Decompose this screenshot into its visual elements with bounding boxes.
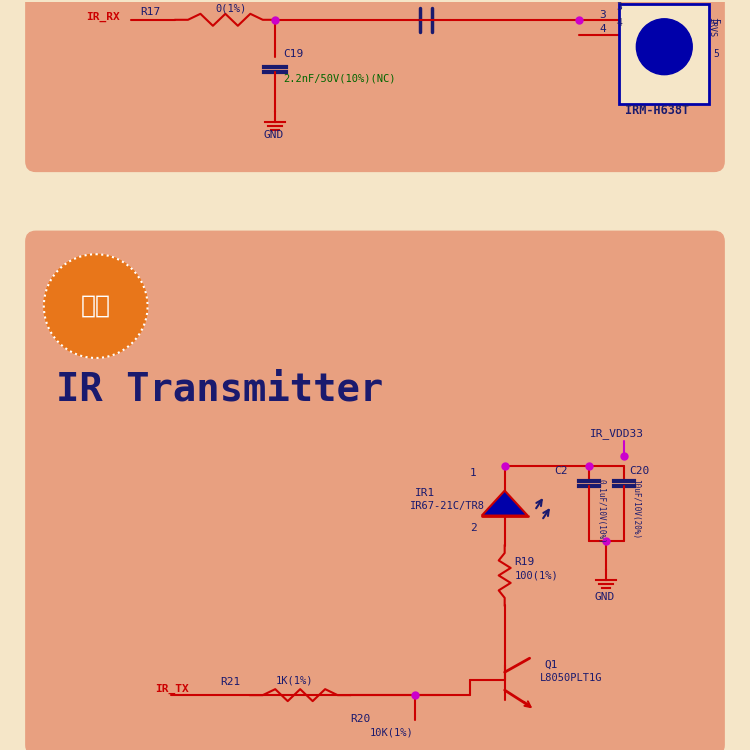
Text: IR1: IR1	[415, 488, 435, 498]
Text: IRVS: IRVS	[707, 16, 716, 37]
Text: C20: C20	[629, 466, 650, 476]
Text: IR Transmitter: IR Transmitter	[56, 370, 383, 409]
Text: 3: 3	[616, 2, 622, 12]
Text: GND: GND	[595, 592, 615, 602]
Text: L8050PLT1G: L8050PLT1G	[539, 674, 602, 683]
FancyBboxPatch shape	[26, 0, 724, 172]
Text: R21: R21	[220, 677, 241, 687]
Text: C19: C19	[284, 49, 304, 58]
Text: 2: 2	[470, 523, 476, 532]
Text: 0.1uF/10V(10%): 0.1uF/10V(10%)	[596, 478, 605, 544]
Text: IR_TX: IR_TX	[155, 684, 189, 694]
Text: 10K(1%): 10K(1%)	[370, 727, 414, 737]
Text: IR_VDD33: IR_VDD33	[590, 427, 644, 439]
FancyBboxPatch shape	[26, 231, 724, 750]
Polygon shape	[482, 490, 527, 515]
Text: IR_RX: IR_RX	[86, 12, 119, 22]
Text: Q1: Q1	[544, 660, 558, 670]
Text: C2: C2	[554, 466, 568, 476]
Text: 0(1%): 0(1%)	[215, 4, 247, 13]
Text: 5: 5	[713, 49, 719, 58]
FancyBboxPatch shape	[620, 4, 710, 104]
Text: R17: R17	[140, 7, 160, 16]
Text: 100(1%): 100(1%)	[514, 571, 559, 580]
Text: 10uF/10V(20%): 10uF/10V(20%)	[632, 478, 640, 538]
Text: 1: 1	[470, 468, 476, 478]
Circle shape	[44, 254, 148, 358]
Text: 1K(1%): 1K(1%)	[275, 675, 313, 686]
Text: R19: R19	[514, 557, 535, 568]
Text: 发射: 发射	[81, 294, 111, 318]
Text: GND: GND	[263, 130, 284, 140]
Text: IRM-H638T: IRM-H638T	[626, 104, 689, 116]
Text: 2.2nF/50V(10%)(NC): 2.2nF/50V(10%)(NC)	[284, 74, 396, 84]
Text: 3: 3	[599, 10, 606, 20]
Circle shape	[636, 19, 692, 75]
Text: 4: 4	[616, 18, 622, 28]
Text: R20: R20	[350, 714, 370, 724]
Text: 5: 5	[710, 18, 719, 24]
Text: 4: 4	[599, 24, 606, 34]
Text: IR67-21C/TR8: IR67-21C/TR8	[410, 500, 485, 511]
